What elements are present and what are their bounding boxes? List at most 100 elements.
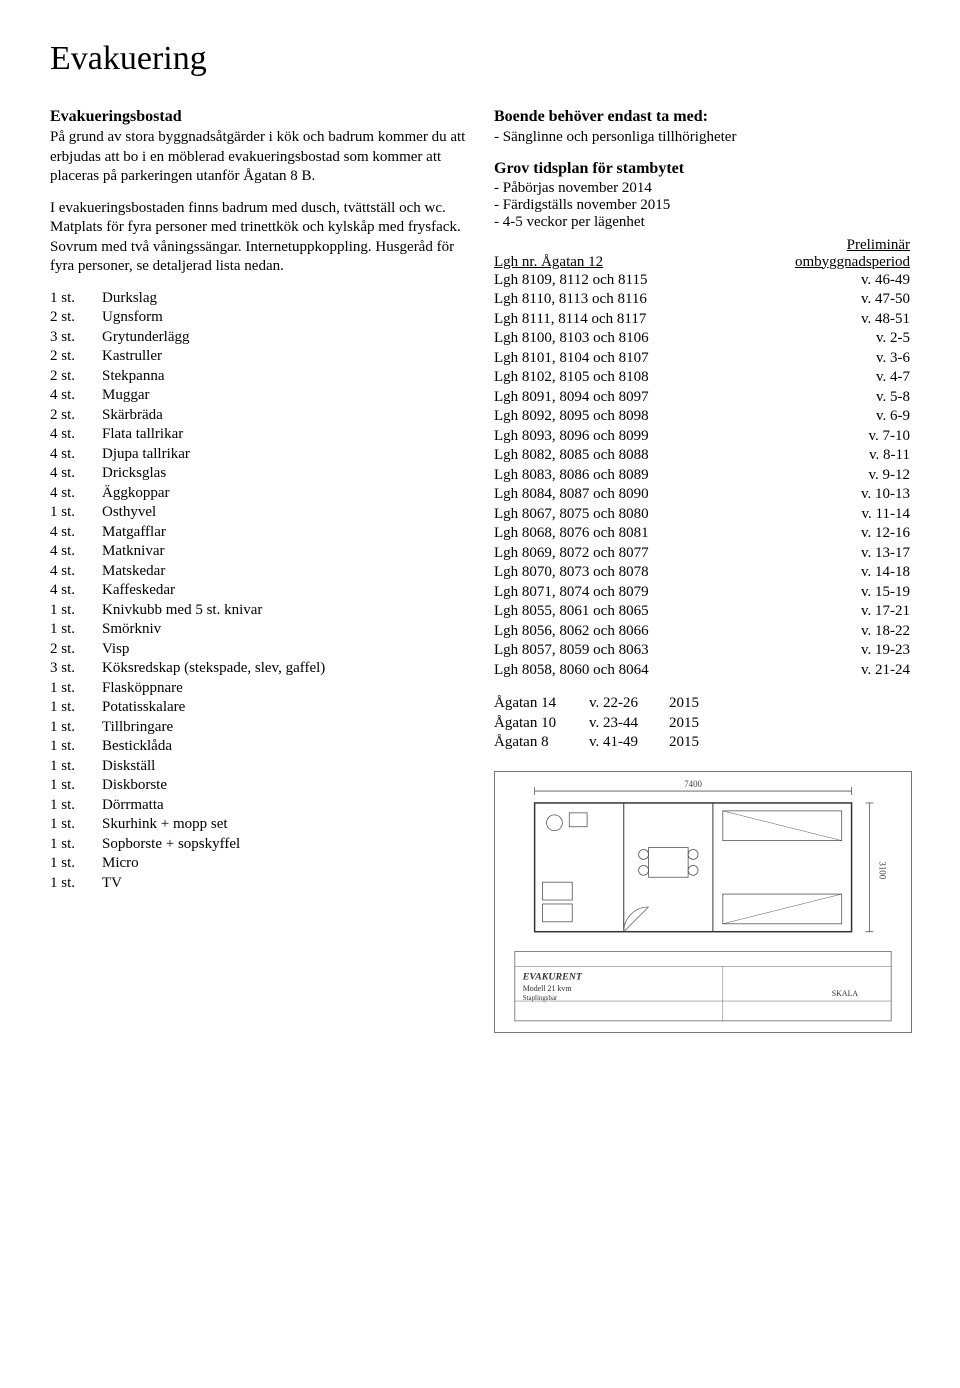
schedule-apartments: Lgh 8101, 8104 och 8107 xyxy=(494,349,840,369)
schedule-row: Lgh 8102, 8105 och 8108v. 4-7 xyxy=(494,368,910,388)
equipment-item: 2 st.Skärbräda xyxy=(50,406,466,426)
equipment-item: 3 st.Grytunderlägg xyxy=(50,328,466,348)
schedule-row: Lgh 8110, 8113 och 8116v. 47-50 xyxy=(494,290,910,310)
equipment-qty: 1 st. xyxy=(50,737,102,757)
schedule-row: Lgh 8083, 8086 och 8089v. 9-12 xyxy=(494,466,910,486)
floorplan-model: Modell 21 kvm xyxy=(523,984,573,993)
schedule-apartments: Lgh 8068, 8076 och 8081 xyxy=(494,524,840,544)
equipment-name: Visp xyxy=(102,640,129,660)
equipment-name: Skurhink + mopp set xyxy=(102,815,228,835)
bring-heading: Boende behöver endast ta med: xyxy=(494,108,910,126)
schedule-rows: Lgh 8109, 8112 och 8115v. 46-49Lgh 8110,… xyxy=(494,271,910,681)
equipment-qty: 1 st. xyxy=(50,854,102,874)
year-year: 2015 xyxy=(669,694,699,714)
equipment-name: Dörrmatta xyxy=(102,796,164,816)
schedule-apartments: Lgh 8100, 8103 och 8106 xyxy=(494,329,840,349)
equipment-qty: 1 st. xyxy=(50,679,102,699)
equipment-item: 1 st.Potatisskalare xyxy=(50,698,466,718)
equipment-item: 2 st.Stekpanna xyxy=(50,367,466,387)
year-row: Ågatan 14v. 22-262015 xyxy=(494,694,910,714)
schedule-weeks: v. 47-50 xyxy=(840,290,910,310)
schedule-row: Lgh 8071, 8074 och 8079v. 15-19 xyxy=(494,583,910,603)
equipment-item: 4 st.Kaffeskedar xyxy=(50,581,466,601)
equipment-name: Kastruller xyxy=(102,347,162,367)
equipment-item: 1 st.Durkslag xyxy=(50,289,466,309)
schedule-row: Lgh 8082, 8085 och 8088v. 8-11 xyxy=(494,446,910,466)
equipment-name: Dricksglas xyxy=(102,464,166,484)
equipment-name: Durkslag xyxy=(102,289,157,309)
schedule-weeks: v. 7-10 xyxy=(840,427,910,447)
equipment-name: Ugnsform xyxy=(102,308,163,328)
equipment-name: Köksredskap (stekspade, slev, gaffel) xyxy=(102,659,325,679)
equipment-name: Matgafflar xyxy=(102,523,166,543)
schedule-row: Lgh 8058, 8060 och 8064v. 21-24 xyxy=(494,661,910,681)
schedule-row: Lgh 8100, 8103 och 8106v. 2-5 xyxy=(494,329,910,349)
year-address: Ågatan 14 xyxy=(494,694,589,714)
equipment-qty: 1 st. xyxy=(50,620,102,640)
equipment-item: 1 st.Smörkniv xyxy=(50,620,466,640)
schedule-apartments: Lgh 8093, 8096 och 8099 xyxy=(494,427,840,447)
two-column-layout: Evakueringsbostad På grund av stora bygg… xyxy=(50,108,910,1033)
equipment-name: TV xyxy=(102,874,122,894)
floorplan-brand: EVAKURENT xyxy=(522,971,583,982)
schedule-apartments: Lgh 8091, 8094 och 8097 xyxy=(494,388,840,408)
equipment-qty: 1 st. xyxy=(50,874,102,894)
schedule-apartments: Lgh 8084, 8087 och 8090 xyxy=(494,485,840,505)
schedule-weeks: v. 21-24 xyxy=(840,661,910,681)
equipment-qty: 4 st. xyxy=(50,562,102,582)
schedule-apartments: Lgh 8082, 8085 och 8088 xyxy=(494,446,840,466)
year-weeks: v. 41-49 xyxy=(589,733,669,753)
equipment-item: 4 st.Dricksglas xyxy=(50,464,466,484)
equipment-qty: 2 st. xyxy=(50,347,102,367)
equipment-name: Knivkubb med 5 st. knivar xyxy=(102,601,262,621)
equipment-qty: 4 st. xyxy=(50,464,102,484)
schedule-bullet-3: - 4-5 veckor per lägenhet xyxy=(494,214,910,231)
equipment-item: 2 st.Visp xyxy=(50,640,466,660)
schedule-row: Lgh 8069, 8072 och 8077v. 13-17 xyxy=(494,544,910,564)
equipment-qty: 1 st. xyxy=(50,835,102,855)
schedule-header-top: Preliminär xyxy=(494,237,910,254)
schedule-apartments: Lgh 8102, 8105 och 8108 xyxy=(494,368,840,388)
equipment-qty: 1 st. xyxy=(50,815,102,835)
equipment-qty: 3 st. xyxy=(50,328,102,348)
equipment-name: Muggar xyxy=(102,386,150,406)
equipment-item: 2 st.Kastruller xyxy=(50,347,466,367)
equipment-qty: 1 st. xyxy=(50,796,102,816)
year-address: Ågatan 8 xyxy=(494,733,589,753)
equipment-qty: 1 st. xyxy=(50,698,102,718)
equipment-name: Diskställ xyxy=(102,757,155,777)
schedule-apartments: Lgh 8110, 8113 och 8116 xyxy=(494,290,840,310)
schedule-heading: Grov tidsplan för stambytet xyxy=(494,160,910,178)
equipment-qty: 2 st. xyxy=(50,367,102,387)
equipment-name: Osthyvel xyxy=(102,503,156,523)
equipment-item: 4 st.Matskedar xyxy=(50,562,466,582)
equipment-qty: 4 st. xyxy=(50,386,102,406)
year-year: 2015 xyxy=(669,733,699,753)
schedule-apartments: Lgh 8058, 8060 och 8064 xyxy=(494,661,840,681)
equipment-name: Djupa tallrikar xyxy=(102,445,190,465)
schedule-row: Lgh 8067, 8075 och 8080v. 11-14 xyxy=(494,505,910,525)
equipment-item: 1 st.Knivkubb med 5 st. knivar xyxy=(50,601,466,621)
year-schedule: Ågatan 14v. 22-262015Ågatan 10v. 23-4420… xyxy=(494,694,910,753)
schedule-row: Lgh 8056, 8062 och 8066v. 18-22 xyxy=(494,622,910,642)
equipment-name: Besticklåda xyxy=(102,737,172,757)
schedule-weeks: v. 5-8 xyxy=(840,388,910,408)
schedule-row: Lgh 8092, 8095 och 8098v. 6-9 xyxy=(494,407,910,427)
schedule-apartments: Lgh 8055, 8061 och 8065 xyxy=(494,602,840,622)
equipment-qty: 4 st. xyxy=(50,484,102,504)
equipment-qty: 4 st. xyxy=(50,523,102,543)
schedule-apartments: Lgh 8056, 8062 och 8066 xyxy=(494,622,840,642)
year-weeks: v. 23-44 xyxy=(589,714,669,734)
intro-paragraph-1: På grund av stora byggnadsåtgärder i kök… xyxy=(50,128,466,187)
schedule-apartments: Lgh 8083, 8086 och 8089 xyxy=(494,466,840,486)
bring-line: - Sänglinne och personliga tillhörighete… xyxy=(494,128,910,148)
equipment-name: Smörkniv xyxy=(102,620,161,640)
equipment-name: Äggkoppar xyxy=(102,484,170,504)
schedule-header-right: ombyggnadsperiod xyxy=(795,254,910,271)
schedule-row: Lgh 8091, 8094 och 8097v. 5-8 xyxy=(494,388,910,408)
schedule-row: Lgh 8057, 8059 och 8063v. 19-23 xyxy=(494,641,910,661)
floorplan-diagram: 7400 3100 xyxy=(494,771,912,1033)
equipment-item: 1 st.Diskborste xyxy=(50,776,466,796)
equipment-name: Stekpanna xyxy=(102,367,164,387)
equipment-name: Sopborste + sopskyffel xyxy=(102,835,240,855)
